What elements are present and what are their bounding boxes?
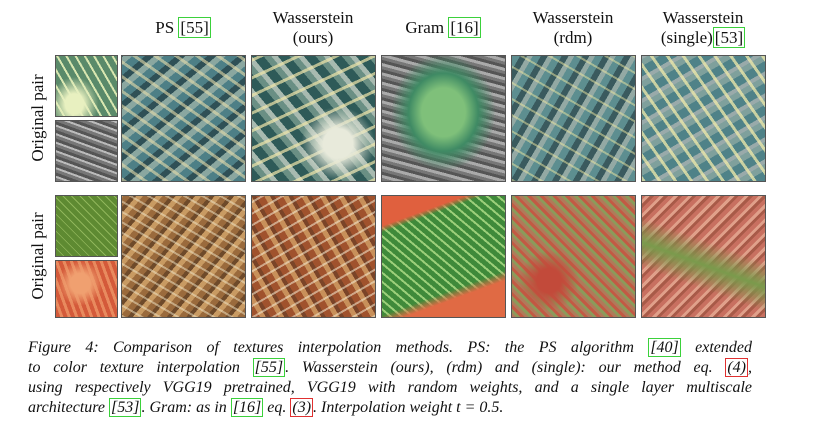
text-span: . Gram: as in: [141, 399, 231, 416]
texture: [641, 195, 766, 318]
citation: [55]: [252, 358, 286, 377]
citation: [53]: [109, 398, 142, 417]
header-line: (single) [53]: [638, 27, 768, 48]
text-span: Wasserstein: [272, 8, 354, 27]
column-header: Wasserstein (single) [53]: [638, 8, 768, 48]
text-span: . Wasserstein (ours), (rdm) and (single)…: [285, 359, 726, 376]
texture: [251, 195, 376, 318]
text-span: (rdm): [553, 28, 593, 47]
text-span: ,: [748, 359, 752, 376]
text-span: (single): [660, 28, 713, 47]
texture: [55, 195, 118, 257]
header-line: Wasserstein: [508, 8, 638, 28]
citation: [55]: [178, 17, 211, 38]
text-span: extended: [680, 339, 752, 356]
row-label: Original pair: [28, 212, 47, 300]
texture: [251, 55, 376, 182]
citation: [16]: [230, 398, 264, 417]
texture: [511, 195, 636, 318]
text-span: (ours): [292, 28, 334, 47]
texture: [121, 195, 246, 318]
row-label: Original pair: [28, 74, 47, 162]
citation: [16]: [448, 17, 481, 38]
texture: [55, 55, 118, 117]
caption-line: Figure 4: Comparison of textures interpo…: [28, 338, 752, 358]
citation: (3): [290, 398, 314, 417]
header-line: Wasserstein: [638, 8, 768, 28]
header-line: (rdm): [508, 28, 638, 48]
column-header: Wasserstein (rdm): [508, 8, 638, 48]
header-line: PS [55]: [118, 17, 248, 38]
column-header: PS [55]: [118, 17, 248, 38]
citation: [53]: [712, 27, 746, 48]
caption-line: to color texture interpolation [55]. Was…: [28, 358, 752, 378]
caption-line: using respectively VGG19 pretrained, VGG…: [28, 378, 752, 398]
citation: (4): [725, 358, 748, 377]
text-span: PS: [155, 18, 179, 37]
text-span: eq.: [263, 399, 291, 416]
texture: [381, 195, 506, 318]
texture: [511, 55, 636, 182]
text-span: . Interpolation weight t = 0.5.: [313, 399, 504, 416]
texture: [381, 55, 506, 182]
header-line: Gram [16]: [378, 17, 508, 38]
header-line: Wasserstein: [248, 8, 378, 28]
text-span: Wasserstein: [662, 8, 744, 27]
text-span: to color texture interpolation: [28, 359, 253, 376]
column-header: Gram [16]: [378, 17, 508, 38]
texture: [121, 55, 246, 182]
caption-line: architecture [53]. Gram: as in [16] eq. …: [28, 398, 752, 418]
text-span: Figure 4: Comparison of textures interpo…: [28, 339, 649, 356]
citation: [40]: [648, 338, 681, 357]
text-span: architecture: [28, 399, 110, 416]
texture: [55, 120, 118, 182]
texture: [55, 260, 118, 318]
text-span: Gram: [405, 18, 449, 37]
text-span: using respectively VGG19 pretrained, VGG…: [28, 379, 752, 396]
header-line: (ours): [248, 28, 378, 48]
texture: [641, 55, 766, 182]
text-span: Wasserstein: [532, 8, 614, 27]
column-header: Wasserstein (ours): [248, 8, 378, 48]
